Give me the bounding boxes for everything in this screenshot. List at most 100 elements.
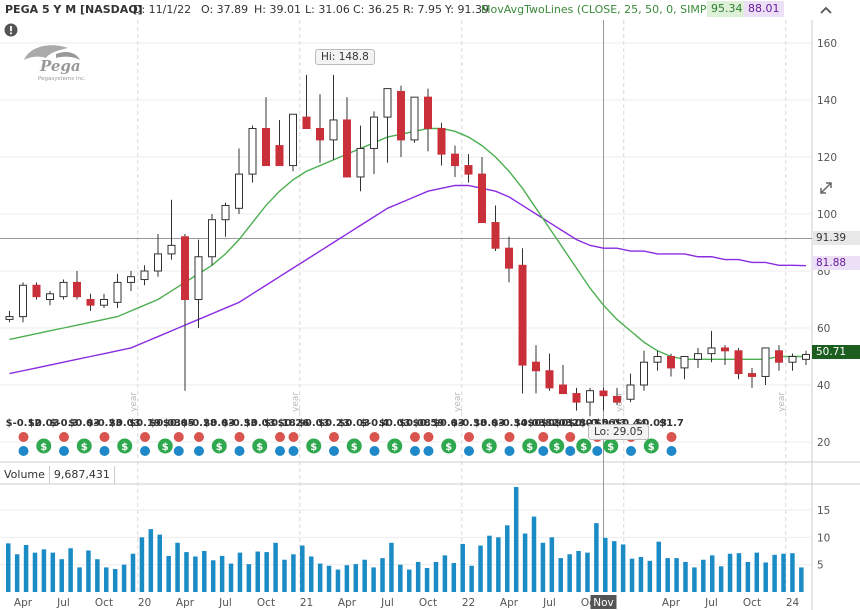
- last-price-label: 50.71: [812, 345, 860, 359]
- earnings-label: $0.03: [203, 418, 235, 429]
- earnings-label: $0.03: [433, 418, 465, 429]
- volume-bar: [139, 537, 145, 592]
- volume-bar: [282, 559, 287, 592]
- x-tick-label: Oct: [743, 597, 761, 609]
- volume-bar: [175, 542, 180, 592]
- volume-bar: [478, 545, 483, 592]
- volume-bar: [104, 567, 109, 592]
- candle-down: [505, 247, 513, 269]
- candle: [181, 233, 189, 391]
- candle-up: [788, 356, 797, 363]
- dividend-icon-glyph: $: [162, 442, 169, 453]
- x-tick-label: Apr: [500, 597, 519, 609]
- volume-bar: [513, 487, 519, 592]
- dividend-icon: [76, 438, 92, 454]
- earnings-icon: [275, 432, 285, 442]
- candle-up: [410, 96, 419, 141]
- earnings-marker: [666, 432, 677, 456]
- volume-bar: [210, 560, 216, 592]
- earnings-label: $1.7: [659, 418, 684, 429]
- close-readout: C: 36.25: [353, 3, 400, 16]
- candle: [694, 347, 702, 368]
- candle: [5, 310, 14, 323]
- ma-study-label[interactable]: MovAvgTwoLines (CLOSE, 25, 50, 0, SIMPLE…: [481, 3, 724, 16]
- volume-bar: [772, 554, 777, 592]
- volume-bar: [300, 545, 305, 592]
- x-tick-label: Apr: [338, 597, 357, 609]
- volume-bar: [585, 552, 590, 592]
- dividend-icon: [549, 438, 565, 454]
- volume-bar: [727, 553, 733, 592]
- dividend-icon: [441, 438, 457, 454]
- info-icon: [173, 446, 184, 456]
- ma-slow-value: 88.01: [744, 1, 784, 17]
- candle-down: [532, 361, 540, 372]
- candle: [478, 157, 486, 224]
- earnings-marker: [464, 432, 474, 456]
- candle: [262, 97, 270, 167]
- earnings-icon: [99, 432, 110, 442]
- info-icon: [329, 446, 339, 456]
- earnings-marker: [140, 432, 150, 456]
- volume-bar: [335, 569, 341, 592]
- candle-up: [167, 244, 176, 255]
- volume-bar: [59, 559, 64, 592]
- earnings-label: $0.18: [264, 418, 296, 429]
- volume-bar: [567, 554, 572, 592]
- earnings-label: $0.59: [413, 418, 445, 429]
- crosshair-date-box: [590, 595, 617, 609]
- volume-bar: [121, 564, 127, 592]
- volume-bar: [14, 554, 20, 592]
- dividend-icon: [603, 438, 619, 454]
- dividend-icon: [387, 438, 403, 454]
- earnings-marker: $: [549, 438, 565, 454]
- candle-up: [694, 353, 702, 360]
- info-icon: [504, 446, 515, 456]
- volume-label[interactable]: Volume: [0, 466, 50, 484]
- candle-up: [383, 88, 392, 118]
- alert-icon[interactable]: [4, 23, 18, 37]
- expand-icon[interactable]: [818, 180, 834, 196]
- volume-bar: [647, 560, 653, 592]
- volume-bar: [184, 552, 189, 592]
- candle: [667, 353, 675, 377]
- candle: [761, 347, 770, 385]
- candle-up: [329, 119, 338, 141]
- dividend-icon-glyph: $: [351, 442, 358, 453]
- x-tick-label: 20: [138, 597, 151, 609]
- earnings-marker: $: [481, 438, 497, 454]
- info-icon: [59, 446, 69, 456]
- ma-slow-price-label: 81.88: [812, 256, 860, 270]
- info-icon: [194, 446, 204, 456]
- year-marker-label: year: [129, 392, 139, 412]
- volume-bar: [95, 559, 100, 592]
- volume-bar: [665, 558, 670, 592]
- candle-down: [478, 173, 486, 224]
- candle-up: [208, 219, 216, 258]
- earnings-icon: [59, 432, 69, 442]
- info-icon: [99, 446, 110, 456]
- x-tick-label: Jul: [704, 597, 718, 609]
- candle-up: [235, 173, 243, 209]
- dividend-icon-glyph: $: [486, 442, 493, 453]
- ma-slow-line: [9, 184, 807, 375]
- candle: [167, 199, 176, 260]
- chevron-up-icon[interactable]: [818, 3, 834, 17]
- symbol-label[interactable]: PEGA 5 Y M [NASDAQ]: [5, 3, 143, 16]
- x-tick-label: 21: [300, 597, 313, 609]
- price-tick-label: 120: [817, 152, 837, 164]
- earnings-marker: $: [117, 438, 133, 454]
- candle: [316, 94, 324, 163]
- earnings-icon: [565, 432, 576, 442]
- earnings-marker: $: [522, 438, 538, 454]
- candle: [73, 271, 81, 300]
- header-bar: PEGA 5 Y M [NASDAQ] D: 11/1/22 O: 37.89 …: [0, 0, 860, 20]
- volume-tick-label: 10: [817, 532, 830, 544]
- volume-bar: [549, 537, 555, 592]
- candle: [356, 125, 365, 192]
- range-readout: R: 7.95: [403, 3, 442, 16]
- candle-up: [289, 113, 297, 167]
- earnings-marker: [410, 432, 420, 456]
- volume-bar: [487, 535, 492, 592]
